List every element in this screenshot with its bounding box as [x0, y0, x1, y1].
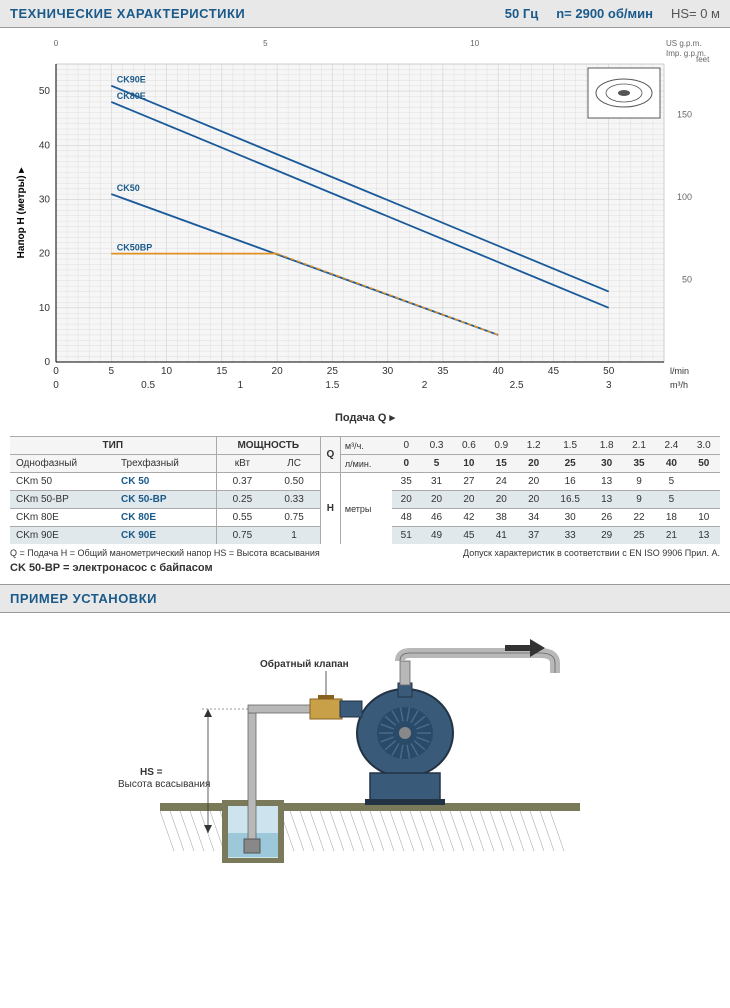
hs-label: HS= 0 м: [671, 6, 720, 21]
svg-text:Обратный клапан: Обратный клапан: [260, 658, 349, 670]
performance-chart: 05101520253035404550l/min00.511.522.53m³…: [10, 36, 720, 424]
svg-text:50: 50: [39, 86, 51, 97]
svg-text:0: 0: [53, 366, 59, 377]
header-specs: 50 Гц n= 2900 об/мин HS= 0 м: [505, 6, 720, 21]
footnote-left: Q = Подача H = Общий манометрический нап…: [10, 548, 320, 558]
svg-text:1.5: 1.5: [325, 380, 339, 391]
svg-text:l/min: l/min: [670, 366, 689, 376]
page-title: ТЕХНИЧЕСКИЕ ХАРАКТЕРИСТИКИ: [10, 6, 245, 21]
svg-text:Высота всасывания: Высота всасывания: [118, 779, 210, 790]
svg-text:35: 35: [437, 366, 449, 377]
svg-text:20: 20: [39, 249, 51, 260]
svg-text:5: 5: [108, 366, 114, 377]
svg-text:CK50BP: CK50BP: [117, 243, 153, 253]
bypass-note: CK 50-BP = электронасос с байпасом: [10, 562, 720, 574]
svg-text:m³/h: m³/h: [670, 380, 688, 390]
svg-text:150: 150: [677, 109, 692, 119]
svg-text:0.5: 0.5: [141, 380, 155, 391]
svg-text:US g.p.m.: US g.p.m.: [666, 39, 702, 48]
svg-text:45: 45: [548, 366, 560, 377]
specs-table: ТИПМОЩНОСТЬQм³/ч.00.30.60.91.21.51.82.12…: [10, 436, 720, 544]
svg-text:30: 30: [382, 366, 394, 377]
svg-text:CK80E: CK80E: [117, 91, 146, 101]
svg-text:feet: feet: [696, 55, 710, 64]
svg-text:0: 0: [54, 39, 59, 48]
svg-text:50: 50: [682, 274, 692, 284]
x-axis-label: Подача Q ▸: [10, 411, 720, 424]
svg-text:25: 25: [327, 366, 339, 377]
install-diagram: Обратный клапан HS =Высота всасывания: [0, 613, 730, 876]
svg-text:HS =: HS =: [140, 767, 163, 778]
svg-text:Напор H (метры) ▸: Напор H (метры) ▸: [16, 167, 27, 259]
svg-text:15: 15: [216, 366, 228, 377]
specs-table-wrap: ТИПМОЩНОСТЬQм³/ч.00.30.60.91.21.51.82.12…: [10, 436, 720, 544]
svg-text:10: 10: [470, 39, 479, 48]
svg-text:1: 1: [237, 380, 243, 391]
svg-text:5: 5: [263, 39, 268, 48]
svg-text:40: 40: [493, 366, 505, 377]
freq-label: 50 Гц: [505, 6, 538, 21]
chart-svg: 05101520253035404550l/min00.511.522.53m³…: [10, 36, 720, 406]
install-section-title: ПРИМЕР УСТАНОВКИ: [0, 584, 730, 613]
svg-text:0: 0: [53, 380, 59, 391]
svg-text:CK90E: CK90E: [117, 75, 146, 85]
svg-text:100: 100: [677, 192, 692, 202]
footnote-right: Допуск характеристик в соответствии с EN…: [463, 548, 720, 558]
svg-text:10: 10: [39, 303, 51, 314]
svg-text:10: 10: [161, 366, 173, 377]
svg-text:3: 3: [606, 380, 612, 391]
svg-text:2: 2: [422, 380, 428, 391]
svg-text:2.5: 2.5: [510, 380, 524, 391]
rpm-label: n= 2900 об/мин: [556, 6, 653, 21]
svg-text:40: 40: [39, 140, 51, 151]
svg-text:20: 20: [272, 366, 284, 377]
install-svg: Обратный клапан HS =Высота всасывания: [10, 633, 720, 863]
table-footnote: Q = Подача H = Общий манометрический нап…: [10, 548, 720, 558]
svg-text:50: 50: [603, 366, 615, 377]
svg-text:30: 30: [39, 194, 51, 205]
svg-text:0: 0: [44, 357, 50, 368]
svg-text:CK50: CK50: [117, 183, 140, 193]
tech-specs-header: ТЕХНИЧЕСКИЕ ХАРАКТЕРИСТИКИ 50 Гц n= 2900…: [0, 0, 730, 28]
